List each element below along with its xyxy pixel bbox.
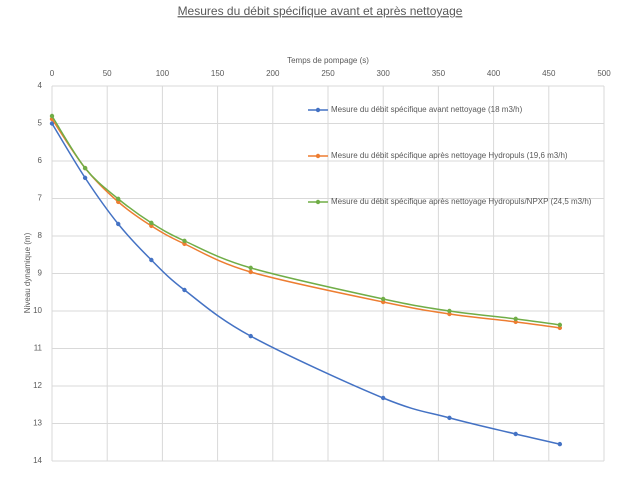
data-point	[381, 296, 386, 302]
data-point	[49, 113, 55, 119]
y-tick-label: 5	[38, 119, 43, 128]
data-point	[381, 395, 386, 401]
data-point	[447, 308, 452, 314]
legend-marker	[315, 199, 321, 205]
x-tick-label: 400	[487, 69, 501, 78]
data-point	[82, 175, 88, 181]
y-tick-label: 12	[33, 381, 42, 390]
data-point	[557, 322, 563, 328]
x-tick-label: 100	[156, 69, 170, 78]
x-tick-label: 300	[377, 69, 391, 78]
data-point	[82, 165, 88, 171]
data-point	[447, 415, 452, 421]
data-point	[149, 220, 154, 226]
data-point	[182, 238, 187, 244]
data-point	[557, 441, 563, 447]
series-line	[51, 115, 560, 326]
y-tick-label: 4	[38, 81, 43, 90]
legend-marker	[315, 153, 321, 159]
data-point	[182, 287, 187, 293]
x-tick-label: 150	[211, 69, 225, 78]
x-tick-label: 350	[432, 69, 446, 78]
data-point	[248, 269, 253, 275]
data-point	[116, 221, 121, 227]
series-line	[51, 123, 561, 445]
y-tick-label: 7	[38, 194, 43, 203]
x-tick-label: 450	[542, 69, 556, 78]
chart-title: Mesures du débit spécifique avant et apr…	[178, 4, 463, 18]
legend-label: Mesure du débit spécifique avant nettoya…	[331, 105, 523, 114]
data-point	[248, 265, 253, 271]
x-tick-label: 200	[266, 69, 280, 78]
y-tick-label: 14	[33, 456, 42, 465]
x-tick-label: 250	[321, 69, 335, 78]
y-axis-title: Niveau dynamique (m)	[23, 232, 32, 313]
legend-label: Mesure du débit spécifique après nettoya…	[331, 197, 592, 206]
x-tick-label: 50	[103, 69, 112, 78]
y-tick-label: 13	[33, 419, 42, 428]
data-point	[513, 431, 518, 437]
series-line	[51, 118, 560, 329]
y-tick-label: 6	[38, 156, 43, 165]
data-point	[49, 121, 55, 126]
y-tick-label: 9	[38, 269, 43, 278]
x-axis-title: Temps de pompage (s)	[287, 56, 369, 65]
x-tick-label: 0	[50, 69, 55, 78]
data-point	[149, 257, 154, 263]
y-tick-label: 11	[34, 344, 43, 353]
y-tick-label: 10	[33, 306, 42, 315]
legend-marker	[315, 107, 321, 113]
data-point	[513, 316, 518, 322]
legend-label: Mesure du débit spécifique après nettoya…	[331, 151, 568, 160]
x-tick-label: 500	[597, 69, 611, 78]
data-point	[116, 196, 121, 202]
data-point	[248, 333, 253, 339]
y-tick-label: 8	[38, 231, 43, 240]
